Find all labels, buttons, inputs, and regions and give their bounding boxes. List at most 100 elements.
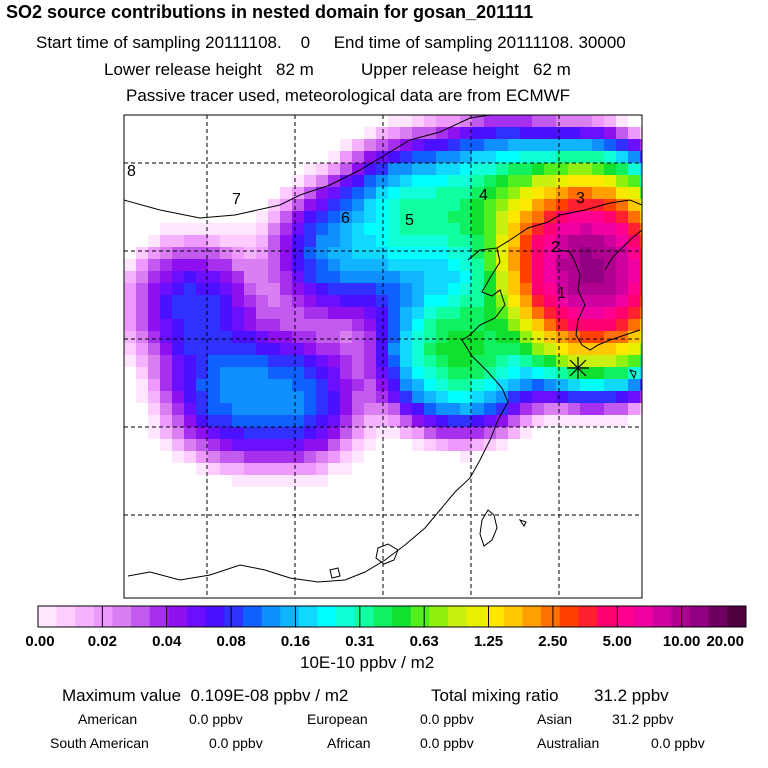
heatmap-cell (328, 307, 340, 319)
map-area: 8 7 6 5 4 3 2 1 (124, 115, 642, 598)
heatmap-cell (388, 379, 400, 391)
heatmap-cell (484, 295, 496, 307)
colorbar-swatch (56, 606, 76, 627)
heatmap-cell (388, 151, 400, 163)
heatmap-cell (496, 283, 508, 295)
heatmap-cell (496, 163, 508, 175)
heatmap-cell (460, 115, 472, 127)
heatmap-cell (520, 115, 532, 127)
heatmap-cell (508, 367, 520, 379)
heatmap-cell (292, 319, 304, 331)
heatmap-cell (340, 415, 352, 427)
region-label-7: 7 (232, 191, 241, 208)
heatmap-cell (340, 151, 352, 163)
heatmap-cell (616, 259, 628, 271)
heatmap-cell (352, 451, 364, 463)
colorbar-swatch (410, 606, 430, 627)
heatmap-cell (280, 271, 292, 283)
heatmap-cell (424, 283, 436, 295)
colorbar-tick-label: 0.00 (25, 633, 54, 650)
heatmap-cell (256, 319, 268, 331)
heatmap-cell (232, 391, 244, 403)
heatmap-cell (220, 223, 232, 235)
heatmap-cell (484, 367, 496, 379)
heatmap-cell (520, 163, 532, 175)
heatmap-cell (640, 127, 642, 139)
heatmap-cell (388, 415, 400, 427)
max-label: Maximum value (62, 686, 182, 705)
heatmap-cell (340, 223, 352, 235)
heatmap-cell (388, 187, 400, 199)
heatmap-cell (352, 175, 364, 187)
heatmap-cell (220, 271, 232, 283)
heatmap-cell (316, 391, 328, 403)
heatmap-cell (316, 295, 328, 307)
heatmap-cell (328, 247, 340, 259)
heatmap-cell (412, 223, 424, 235)
heatmap-cell (556, 163, 568, 175)
heatmap-cell (292, 379, 304, 391)
heatmap-cell (604, 151, 616, 163)
heatmap-cell (412, 127, 424, 139)
heatmap-cell (532, 331, 544, 343)
heatmap-cell (340, 451, 352, 463)
heatmap-cell (508, 283, 520, 295)
colorbar-swatch (354, 606, 374, 627)
upper-value: 62 m (533, 60, 571, 79)
heatmap-cell (520, 307, 532, 319)
heatmap-cell (160, 247, 172, 259)
heatmap-cell (292, 367, 304, 379)
heatmap-cell (484, 235, 496, 247)
heatmap-cell (580, 331, 592, 343)
heatmap-cell (568, 343, 580, 355)
heatmap-cell (340, 283, 352, 295)
heatmap-cell (232, 259, 244, 271)
heatmap-cell (496, 355, 508, 367)
heatmap-cell (256, 295, 268, 307)
heatmap-cell (124, 331, 136, 343)
heatmap-cell (256, 415, 268, 427)
heatmap-cell (580, 199, 592, 211)
heatmap-cell (508, 175, 520, 187)
heatmap-cell (640, 187, 642, 199)
heatmap-cell (268, 451, 280, 463)
heatmap-cell (484, 415, 496, 427)
heatmap-cell (616, 307, 628, 319)
heatmap-cell (172, 391, 184, 403)
heatmap-cell (556, 343, 568, 355)
heatmap-cell (412, 307, 424, 319)
heatmap-cell (520, 343, 532, 355)
heatmap-cell (436, 307, 448, 319)
heatmap-cell (268, 307, 280, 319)
heatmap-cell (328, 151, 340, 163)
colorbar-swatch (280, 606, 300, 627)
heatmap-cell (268, 475, 280, 487)
australian-value: 0.0 ppbv (651, 735, 705, 751)
heatmap-cell (436, 439, 448, 451)
heatmap-cell (196, 319, 208, 331)
heatmap-cell (160, 283, 172, 295)
lower-label: Lower release height (104, 60, 262, 79)
heatmap-cell (316, 187, 328, 199)
heatmap-cell (208, 319, 220, 331)
heatmap-cell (472, 367, 484, 379)
heatmap-cell (376, 283, 388, 295)
heatmap-cell (268, 415, 280, 427)
heatmap-cell (160, 427, 172, 439)
heatmap-cell (568, 235, 580, 247)
heatmap-cell (604, 211, 616, 223)
south-american-value: 0.0 ppbv (209, 735, 263, 751)
heatmap-cell (304, 295, 316, 307)
heatmap-cell (436, 235, 448, 247)
heatmap-cell (472, 271, 484, 283)
heatmap-cell (292, 247, 304, 259)
heatmap-cell (136, 331, 148, 343)
heatmap-cell (436, 319, 448, 331)
heatmap-cell (484, 259, 496, 271)
heatmap-cell (460, 175, 472, 187)
heatmap-cell (280, 355, 292, 367)
heatmap-cell (628, 199, 640, 211)
heatmap-cell (304, 271, 316, 283)
heatmap-cell (364, 367, 376, 379)
